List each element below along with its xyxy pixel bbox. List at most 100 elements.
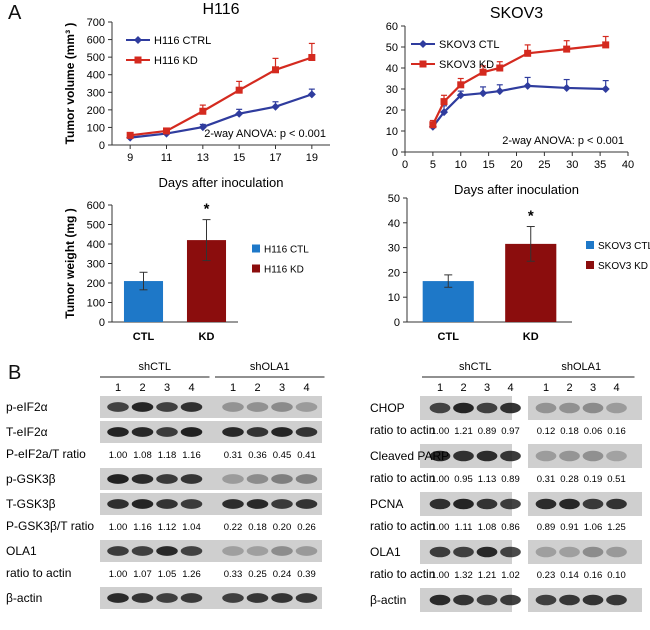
x-tick-label: 15 — [483, 159, 495, 171]
blot-band — [500, 402, 521, 414]
blot-band — [476, 546, 498, 558]
blot-band — [246, 499, 269, 509]
ratio-value: 0.36 — [248, 450, 267, 461]
x-tick-label: 0 — [402, 159, 408, 171]
skov3-volume-chart: SKOV3 0 10 20 30 40 50 60 0 5 10 15 20 25 30 35 40 Days a… — [386, 5, 634, 197]
panel-label-b: B — [8, 362, 22, 384]
blot-band — [582, 498, 604, 510]
row-label: ratio to actin — [6, 566, 71, 580]
legend-label: SKOV3 KD — [598, 261, 648, 272]
x-tick-label: 11 — [161, 152, 172, 164]
blot-band — [606, 498, 627, 510]
blot-band — [131, 402, 154, 412]
data-point — [271, 102, 280, 111]
blot-band — [180, 546, 203, 556]
blot-band — [535, 594, 557, 606]
legend-marker — [134, 56, 142, 64]
ratio-value: 1.00 — [431, 570, 450, 581]
blot-band — [180, 427, 203, 437]
ratio-value: 0.33 — [224, 569, 243, 580]
blot-band — [500, 498, 521, 510]
ratio-value: 1.00 — [431, 426, 450, 437]
ratio-value: 1.16 — [133, 522, 152, 533]
blot-band — [582, 450, 604, 462]
blot-band — [559, 498, 580, 510]
data-point — [440, 108, 449, 117]
ratio-value: 0.51 — [607, 474, 626, 485]
blot-band — [246, 402, 269, 412]
chart-title: SKOV3 — [490, 5, 543, 22]
blot-band — [582, 594, 604, 606]
x-tick-label: 25 — [538, 159, 550, 171]
ratio-value: 0.23 — [537, 570, 556, 581]
data-point — [126, 131, 134, 139]
row-label: P-GSK3β/T ratio — [6, 519, 94, 533]
group-label: shOLA1 — [561, 361, 601, 373]
y-tick-label: 30 — [388, 243, 400, 255]
data-point — [495, 87, 504, 96]
y-tick-label: 40 — [388, 218, 400, 230]
category-label: KD — [199, 331, 215, 343]
y-axis-label: Tumor volume (mm³ ) — [63, 23, 77, 145]
blot-band — [222, 474, 244, 484]
data-point — [308, 53, 316, 61]
row-label: OLA1 — [6, 544, 37, 558]
blot-band — [606, 450, 627, 462]
row-label: Cleaved PARP — [370, 449, 449, 463]
ratio-value: 1.07 — [133, 569, 152, 580]
group-label: shCTL — [139, 361, 171, 373]
y-tick-label: 700 — [87, 17, 105, 29]
legend-label: SKOV3 KD — [439, 59, 494, 71]
ratio-value: 0.41 — [297, 450, 316, 461]
ratio-value: 0.86 — [501, 522, 520, 533]
blot-band — [429, 402, 451, 414]
ratio-value: 0.89 — [537, 522, 556, 533]
blot-band — [246, 593, 269, 603]
significance-marker: * — [204, 201, 210, 218]
data-point — [479, 89, 488, 98]
ratio-value: 1.21 — [478, 570, 497, 581]
ratio-value: 0.18 — [248, 522, 267, 533]
ratio-value: 0.28 — [560, 474, 579, 485]
blot-strip — [100, 493, 322, 515]
blot-band — [271, 499, 293, 509]
ratio-value: 1.02 — [501, 570, 520, 581]
lane-number: 3 — [484, 382, 490, 394]
y-tick-label: 600 — [87, 35, 105, 47]
y-tick-label: 60 — [386, 21, 398, 33]
ratio-value: 1.00 — [109, 569, 128, 580]
y-tick-label: 400 — [87, 70, 105, 82]
blot-band — [246, 546, 269, 556]
x-tick-label: 35 — [594, 159, 606, 171]
row-label: p-GSK3β — [6, 472, 56, 486]
y-tick-label: 200 — [87, 278, 105, 290]
blot-band — [582, 402, 604, 414]
ratio-value: 0.14 — [560, 570, 579, 581]
data-point — [272, 66, 279, 74]
ratio-value: 0.89 — [478, 426, 497, 437]
ratio-value: 1.11 — [455, 522, 473, 533]
row-label: ratio to actin — [370, 519, 435, 533]
legend-swatch — [252, 244, 260, 253]
ratio-value: 0.91 — [560, 522, 579, 533]
group-label: shOLA1 — [250, 361, 290, 373]
lane-number: 2 — [460, 382, 466, 394]
lane-number: 4 — [613, 382, 619, 394]
blot-band — [131, 427, 154, 437]
blot-band — [453, 594, 474, 606]
significance-marker: * — [528, 208, 534, 225]
blot-band — [271, 593, 293, 603]
blot-band — [107, 402, 129, 412]
ratio-value: 1.00 — [109, 450, 128, 461]
y-tick-label: 10 — [386, 126, 398, 138]
y-tick-label: 400 — [87, 239, 105, 251]
blot-band — [606, 402, 627, 414]
western-blot-left: shCTL shOLA1 1 2 3 4 1 2 3 4 p-eIF2α T-eIF2α P-eIF2a… — [6, 361, 325, 609]
ratio-value: 0.97 — [501, 426, 520, 437]
ratio-value: 1.32 — [454, 570, 473, 581]
ratio-value: 0.06 — [584, 426, 603, 437]
row-label: P-eIF2a/T ratio — [6, 447, 86, 461]
y-tick-label: 600 — [87, 200, 105, 212]
blot-band — [131, 474, 154, 484]
